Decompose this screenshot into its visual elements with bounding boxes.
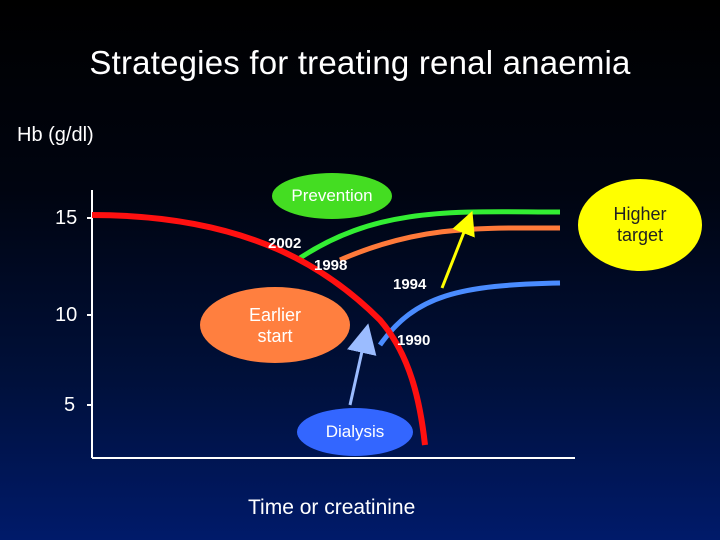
prevention-label: Prevention — [291, 186, 373, 205]
higher-target-line1: Higher — [613, 204, 667, 224]
y-tick-label-10: 10 — [55, 304, 78, 326]
dialysis-label: Dialysis — [325, 422, 385, 441]
year-1990: 1990 — [397, 332, 431, 349]
x-axis-label: Time or creatinine — [248, 496, 416, 519]
curve-1998 — [338, 225, 561, 263]
curve-2002 — [298, 209, 561, 261]
dialysis-arrow — [347, 323, 377, 406]
higher-target-line2: target — [616, 225, 664, 245]
dialysis-bubble — [297, 408, 413, 456]
earlier-start-line2: start — [257, 326, 293, 346]
year-2002: 2002 — [268, 235, 302, 252]
year-1994: 1994 — [393, 276, 427, 293]
curve-1994 — [377, 280, 561, 347]
y-tick-label-15: 15 — [55, 207, 78, 229]
slide-title: Strategies for treating renal anaemia — [89, 44, 631, 81]
earlier-start-bubble — [200, 287, 350, 363]
prevention-bubble — [272, 173, 392, 219]
earlier-start-label: Earlier start — [210, 305, 340, 347]
year-1998: 1998 — [314, 257, 348, 274]
y-tick-label-5: 5 — [64, 394, 76, 416]
higher-target-label: Higher target — [588, 204, 692, 246]
decline-curve — [91, 212, 428, 446]
earlier-start-line1: Earlier — [248, 305, 301, 325]
higher-target-bubble — [578, 179, 702, 271]
yellow-arrow — [440, 210, 475, 289]
y-axis-label: Hb (g/dl) — [17, 124, 94, 146]
